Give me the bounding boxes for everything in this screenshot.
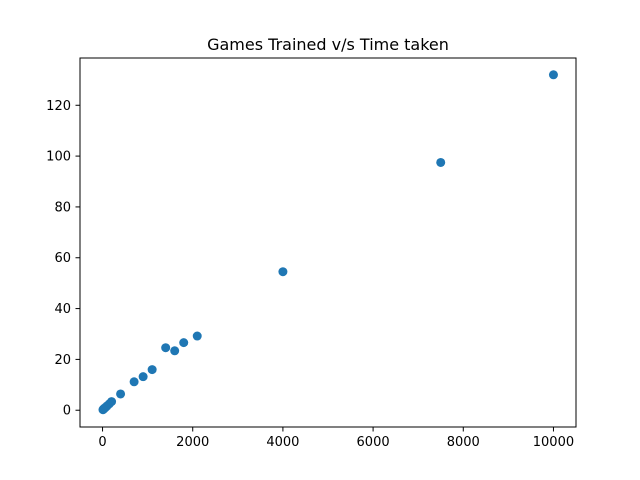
y-tick-label: 0 xyxy=(63,404,71,419)
data-point xyxy=(278,267,288,277)
data-point xyxy=(138,372,148,382)
data-point xyxy=(548,70,558,80)
data-point xyxy=(107,397,117,407)
y-tick-label: 80 xyxy=(54,200,71,215)
plot-area-frame xyxy=(79,57,577,428)
y-tick-label: 120 xyxy=(46,99,71,114)
data-point xyxy=(436,157,446,167)
chart-title: Games Trained v/s Time taken xyxy=(207,35,449,54)
x-tick-label: 4000 xyxy=(266,435,299,450)
data-points xyxy=(98,70,558,415)
data-point xyxy=(129,377,139,387)
x-tick-label: 6000 xyxy=(357,435,390,450)
data-point xyxy=(161,343,171,353)
data-point xyxy=(147,365,157,375)
x-tick-label: 0 xyxy=(98,435,106,450)
y-tick-label: 100 xyxy=(46,150,71,165)
y-tick-label: 40 xyxy=(54,302,71,317)
data-point xyxy=(192,331,202,341)
x-tick-label: 10000 xyxy=(533,435,574,450)
data-point xyxy=(116,389,126,399)
x-axis: 0 2000 4000 6000 8000 10000 xyxy=(98,427,574,450)
data-point xyxy=(179,338,189,348)
y-tick-label: 20 xyxy=(54,353,71,368)
x-tick-label: 8000 xyxy=(447,435,480,450)
y-axis: 0 20 40 60 80 100 120 xyxy=(46,99,80,419)
data-point xyxy=(170,346,180,356)
y-tick-label: 60 xyxy=(54,251,71,266)
x-tick-label: 2000 xyxy=(176,435,209,450)
